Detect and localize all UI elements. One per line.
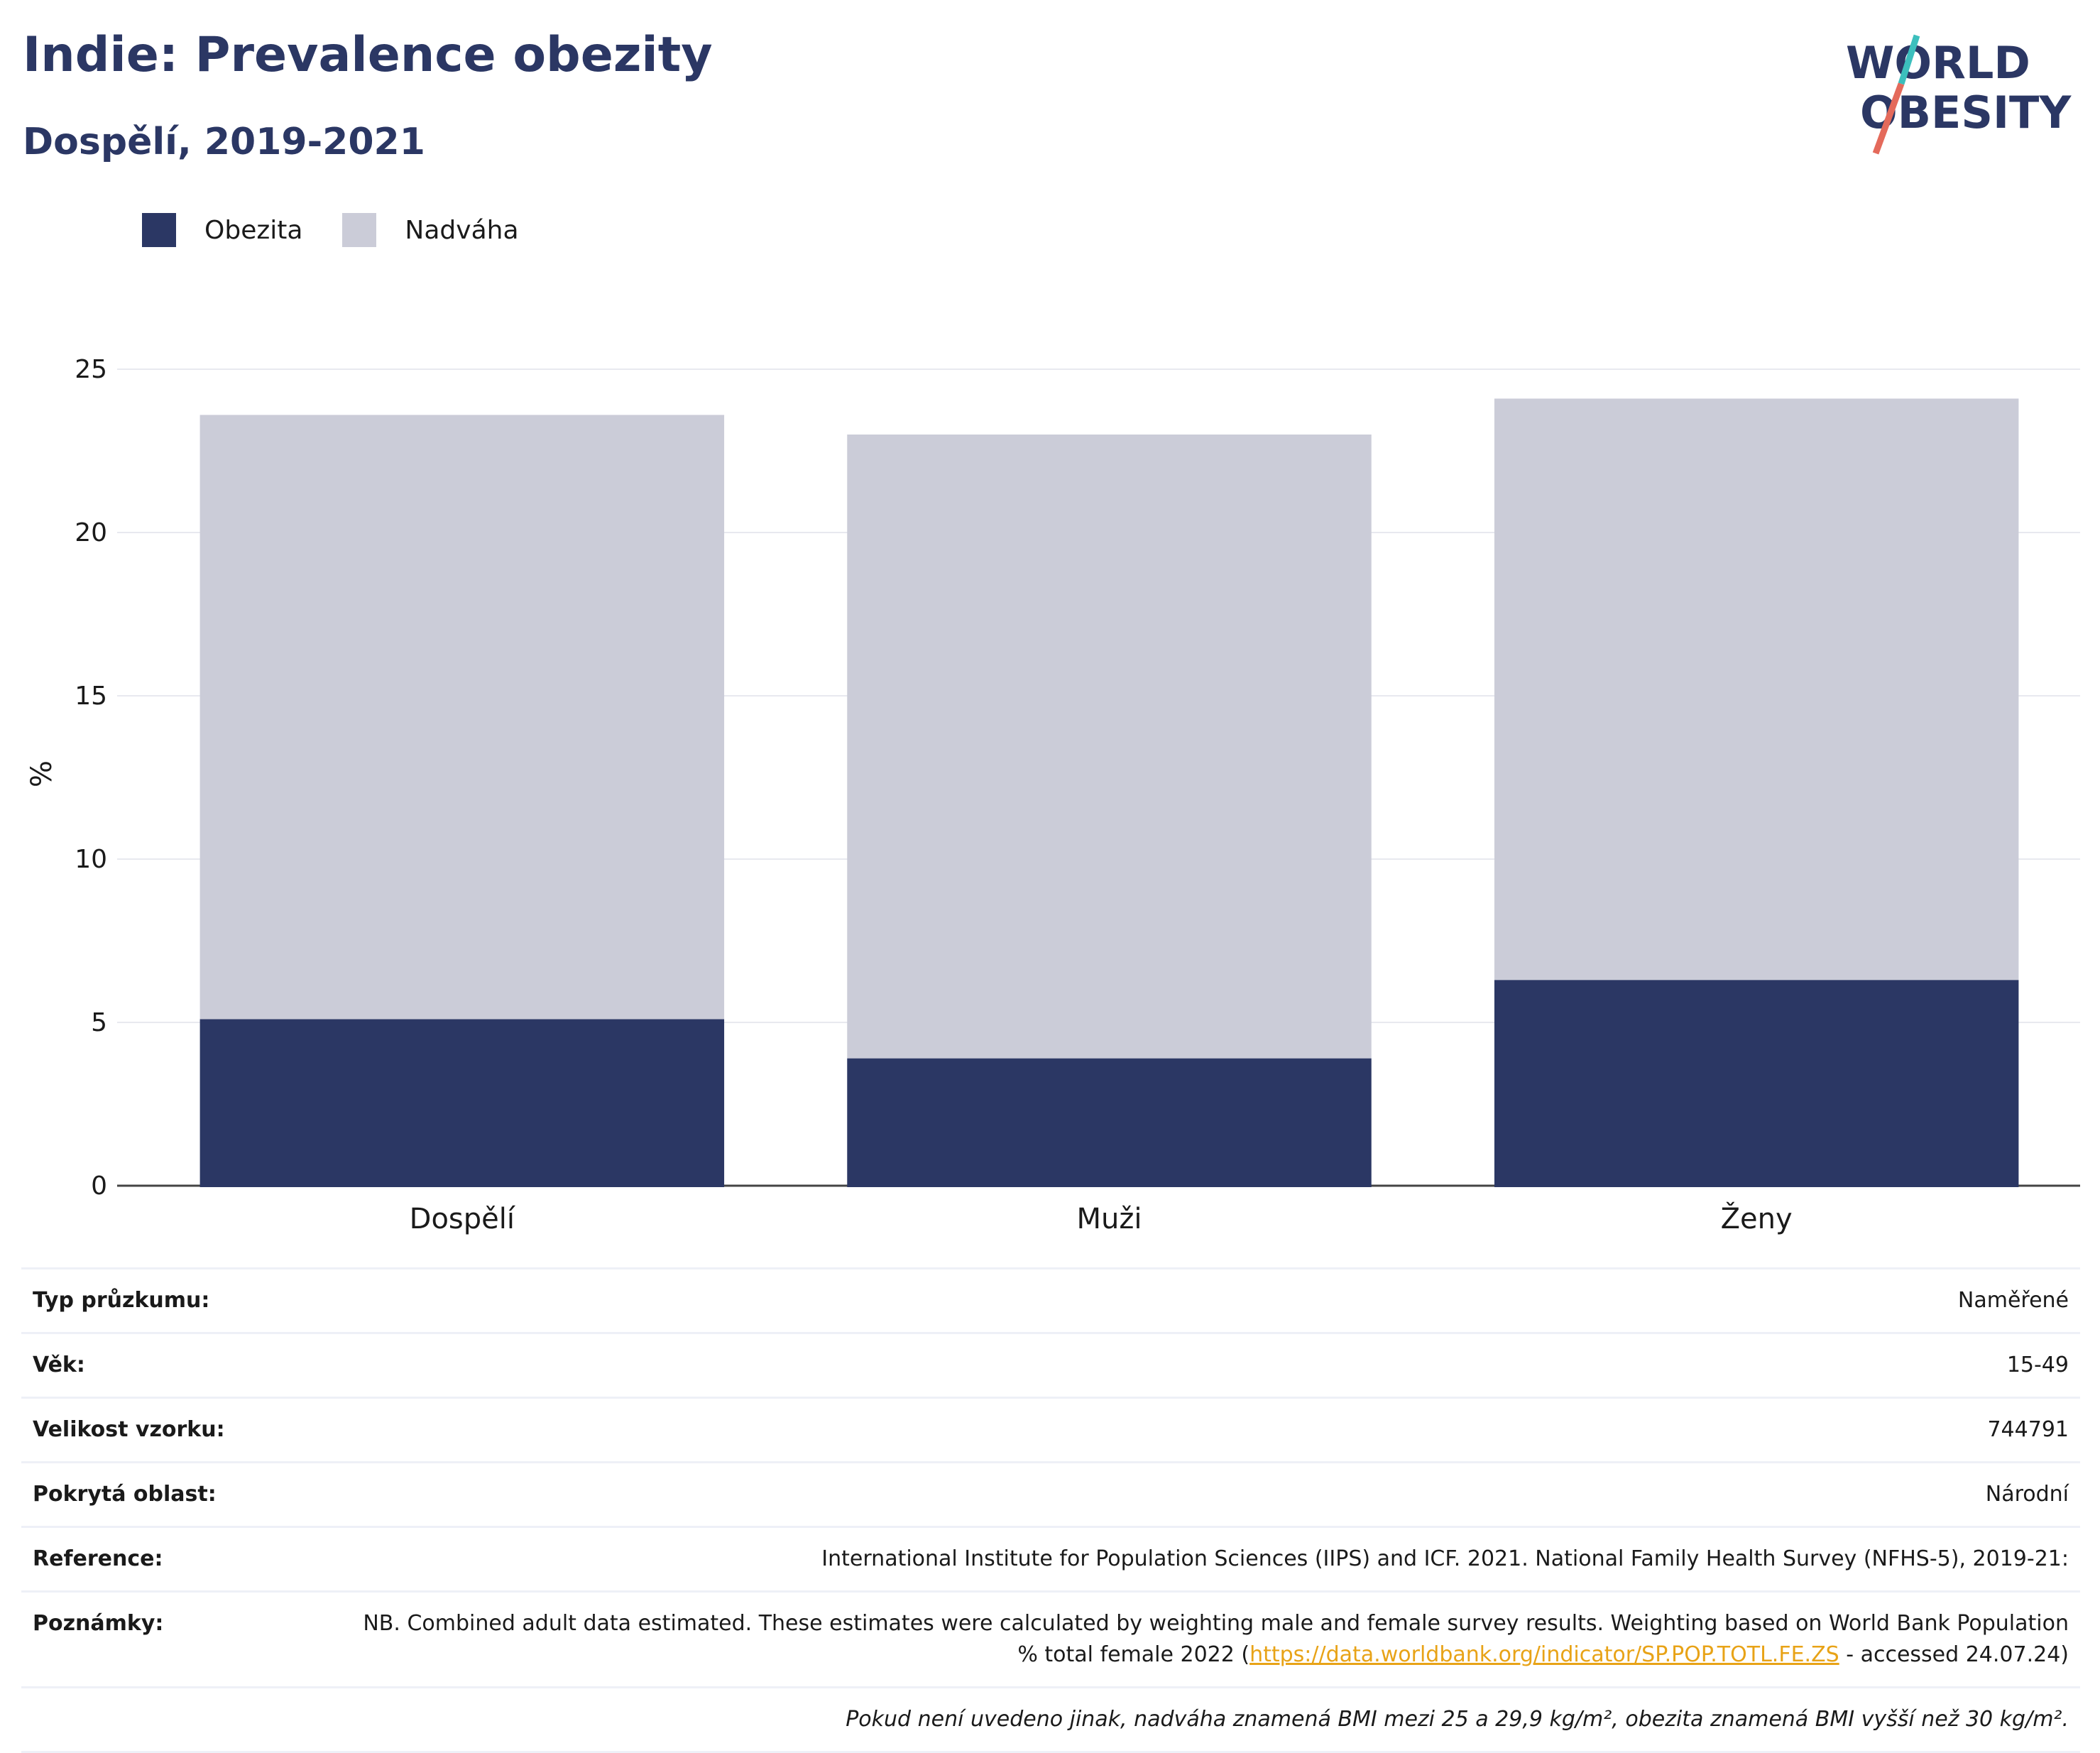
survey-info-table: Typ průzkumu: Naměřené Věk: 15-49 Veliko… xyxy=(21,1267,2080,1753)
page-subtitle: Dospělí, 2019-2021 xyxy=(23,121,425,163)
info-value-reference: International Institute for Population S… xyxy=(342,1526,2080,1592)
logo-text-world: WORLD xyxy=(1846,37,2030,89)
bar-nadváha-2 xyxy=(1494,398,2019,981)
info-value-survey-type: Naměřené xyxy=(342,1267,2080,1333)
info-row-reference: Reference: International Institute for P… xyxy=(21,1526,2080,1592)
info-row-footnote: Pokud není uvedeno jinak, nadváha znamen… xyxy=(21,1686,2080,1753)
info-label-sample-size: Velikost vzorku: xyxy=(21,1397,342,1463)
y-tick-label: 10 xyxy=(75,845,107,874)
x-category-label: Muži xyxy=(1077,1203,1142,1235)
x-category-label: Dospělí xyxy=(410,1203,516,1235)
world-obesity-logo: WORLD OBESITY xyxy=(1846,34,2072,155)
bar-nadváha-0 xyxy=(199,415,725,1020)
chart-legend: Obezita Nadváha xyxy=(142,213,559,247)
info-row-notes: Poznámky: NB. Combined adult data estima… xyxy=(21,1590,2080,1688)
info-label-coverage: Pokrytá oblast: xyxy=(21,1461,342,1527)
info-value-notes: NB. Combined adult data estimated. These… xyxy=(342,1590,2080,1688)
legend-item-nadvaha: Nadváha xyxy=(342,213,519,247)
logo-slash-red-icon xyxy=(1872,82,1905,155)
y-axis-title: % xyxy=(26,760,58,787)
logo-slash-teal-icon xyxy=(1898,34,1920,85)
legend-label-obezita: Obezita xyxy=(204,215,303,245)
info-label-notes: Poznámky: xyxy=(21,1590,342,1688)
notes-source-link[interactable]: https://data.worldbank.org/indicator/SP.… xyxy=(1249,1642,1839,1667)
info-row-sample-size: Velikost vzorku: 744791 xyxy=(21,1397,2080,1463)
bar-nadváha-1 xyxy=(847,435,1372,1059)
info-value-sample-size: 744791 xyxy=(342,1397,2080,1463)
legend-swatch-nadvaha xyxy=(342,213,377,247)
info-label-reference: Reference: xyxy=(21,1526,342,1592)
bar-obezita-1 xyxy=(847,1058,1372,1187)
notes-text-after: - accessed 24.07.24) xyxy=(1839,1642,2069,1667)
page-title: Indie: Prevalence obezity xyxy=(23,27,713,83)
info-label-age: Věk: xyxy=(21,1332,342,1398)
legend-swatch-obezita xyxy=(142,213,176,247)
bmi-definition-footnote: Pokud není uvedeno jinak, nadváha znamen… xyxy=(21,1686,2080,1753)
info-label-survey-type: Typ průzkumu: xyxy=(21,1267,342,1333)
bar-chart: 0 5 10 15 20 25 Dospělí Muži Ženy % xyxy=(26,355,2080,1235)
bar-obezita-0 xyxy=(199,1019,725,1187)
info-row-age: Věk: 15-49 xyxy=(21,1332,2080,1398)
info-value-coverage: Národní xyxy=(342,1461,2080,1527)
legend-label-nadvaha: Nadváha xyxy=(405,215,519,245)
y-tick-label: 20 xyxy=(75,518,107,547)
info-value-age: 15-49 xyxy=(342,1332,2080,1398)
y-tick-label: 25 xyxy=(75,355,107,384)
info-row-survey-type: Typ průzkumu: Naměřené xyxy=(21,1267,2080,1333)
y-tick-label: 15 xyxy=(75,682,107,711)
y-tick-label: 0 xyxy=(91,1172,107,1201)
x-category-label: Ženy xyxy=(1721,1201,1793,1235)
y-tick-label: 5 xyxy=(91,1008,107,1037)
notes-text-before: NB. Combined adult data estimated. These… xyxy=(363,1611,2069,1667)
info-row-coverage: Pokrytá oblast: Národní xyxy=(21,1461,2080,1527)
legend-item-obezita: Obezita xyxy=(142,213,302,247)
bar-obezita-2 xyxy=(1494,980,2019,1187)
